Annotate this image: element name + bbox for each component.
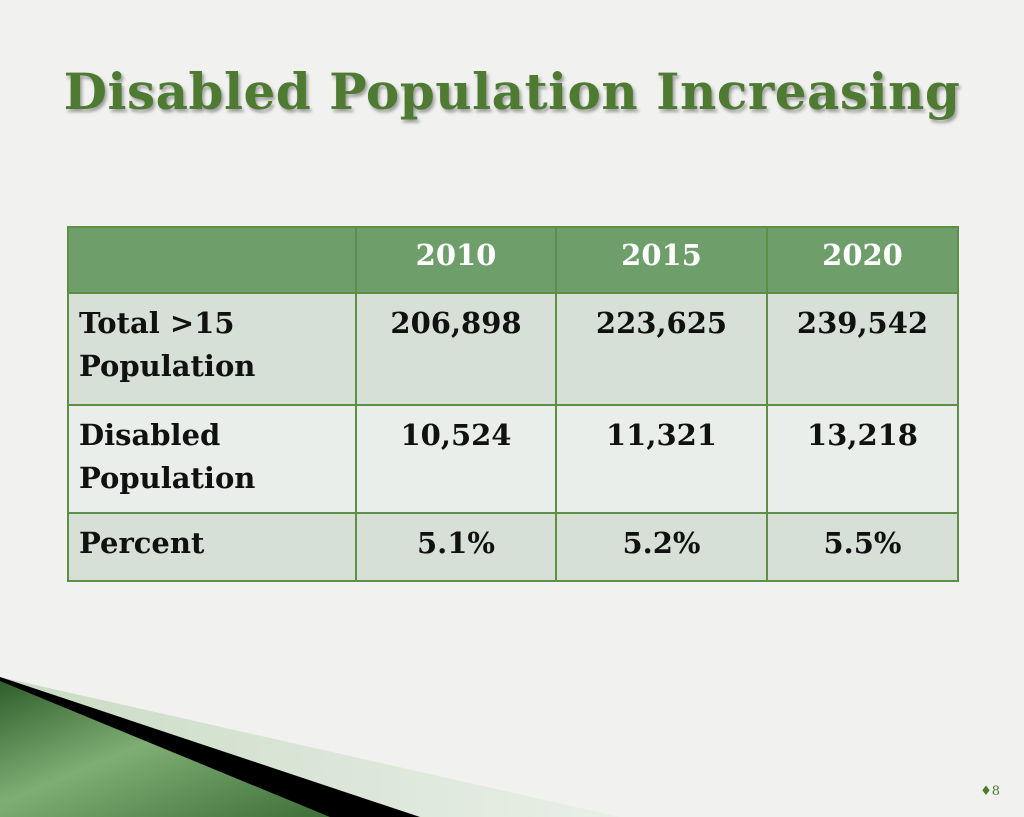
table-cell: 239,542 (766, 292, 959, 406)
population-table: 2010 2015 2020 Total >15 Population 206,… (67, 226, 959, 582)
slide-title: Disabled Population Increasing (63, 62, 961, 121)
header-cell-empty (67, 226, 357, 294)
page-number-value: 8 (991, 784, 1000, 799)
header-cell-2015: 2015 (555, 226, 768, 294)
row-label: Disabled Population (67, 404, 357, 514)
table-cell: 5.5% (766, 512, 959, 582)
table-cell: 223,625 (555, 292, 768, 406)
table-cell: 206,898 (355, 292, 557, 406)
row-label: Total >15 Population (67, 292, 357, 406)
header-cell-2010: 2010 (355, 226, 557, 294)
table-row: Disabled Population 10,524 11,321 13,218 (67, 404, 959, 514)
decorative-corner-swoosh (0, 677, 620, 817)
diamond-bullet-icon: ♦ (980, 784, 992, 799)
table-cell: 10,524 (355, 404, 557, 514)
header-cell-2020: 2020 (766, 226, 959, 294)
page-number: ♦8 (980, 784, 1000, 799)
row-label: Percent (67, 512, 357, 582)
table-row: Percent 5.1% 5.2% 5.5% (67, 512, 959, 582)
table-row: Total >15 Population 206,898 223,625 239… (67, 292, 959, 406)
table-header-row: 2010 2015 2020 (67, 226, 959, 294)
table-cell: 5.1% (355, 512, 557, 582)
table-cell: 13,218 (766, 404, 959, 514)
table-cell: 11,321 (555, 404, 768, 514)
table-cell: 5.2% (555, 512, 768, 582)
